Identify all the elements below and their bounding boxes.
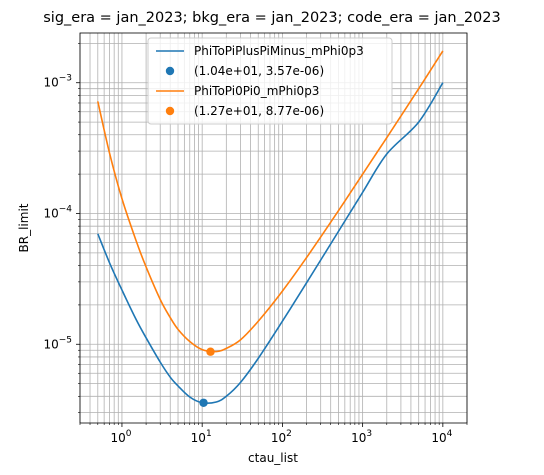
legend-point-swatch	[165, 106, 175, 116]
series-point-1	[199, 398, 208, 407]
x-axis-label: ctau_list	[248, 451, 298, 465]
legend-label: (1.04e+01, 3.57e-06)	[194, 64, 324, 78]
minor-grid	[79, 33, 468, 423]
legend-point-swatch	[165, 66, 175, 76]
legend-label: PhiToPi0Pi0_mPhi0p3	[194, 84, 319, 98]
x-tick-label: 100	[110, 429, 131, 445]
legend-box	[147, 37, 393, 125]
x-tick-label: 104	[431, 429, 452, 445]
legend: PhiToPiPlusPiMinus_mPhi0p3 (1.04e+01, 3.5…	[147, 37, 393, 125]
series-point-3	[206, 347, 215, 356]
series-line-0	[97, 82, 444, 404]
chart-title: sig_era = jan_2023; bkg_era = jan_2023; …	[43, 10, 500, 26]
y-axis-ticks: 10−5 10−4 10−3	[43, 43, 80, 413]
y-tick-label: 10−4	[43, 204, 72, 220]
series-line-2	[97, 50, 444, 353]
x-tick-label: 103	[351, 429, 372, 445]
legend-label: PhiToPiPlusPiMinus_mPhi0p3	[194, 44, 364, 58]
y-axis-label: BR_limit	[17, 203, 31, 252]
legend-label: (1.27e+01, 8.77e-06)	[194, 104, 324, 118]
series-layer	[97, 50, 444, 407]
y-tick-label: 10−3	[43, 74, 72, 90]
x-tick-label: 102	[271, 429, 292, 445]
y-tick-label: 10−5	[43, 335, 72, 351]
plot-frame	[79, 32, 468, 424]
x-tick-label: 101	[191, 429, 212, 445]
x-axis-ticks: 100 101 102 103 104	[79, 423, 468, 445]
